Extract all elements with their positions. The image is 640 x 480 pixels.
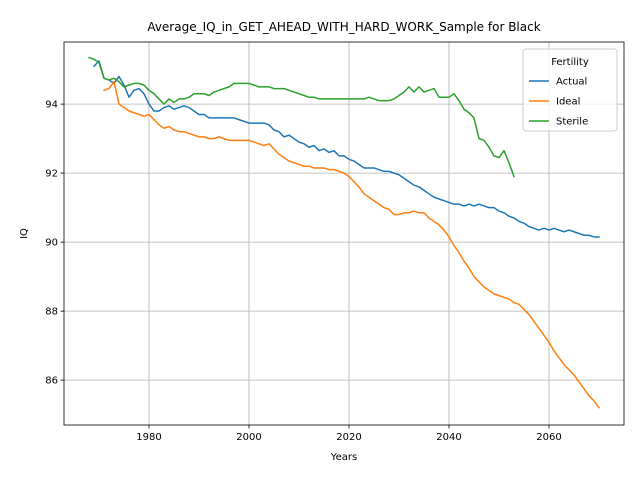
plot-frame — [63, 41, 625, 426]
x-axis: 1980 2000 2020 2040 2060 — [136, 425, 562, 443]
x-tick-label: 2040 — [436, 432, 461, 443]
x-axis-label: Years — [330, 452, 357, 463]
legend-label-ideal: Ideal — [556, 97, 580, 108]
x-tick-label: 2060 — [536, 432, 561, 443]
y-tick-label: 92 — [45, 169, 58, 180]
y-axis: 86 88 90 92 94 — [45, 100, 64, 387]
series-line-sterile — [88, 56, 515, 178]
y-axis-label: IQ — [19, 228, 30, 239]
y-tick-label: 88 — [45, 307, 58, 318]
legend-label-sterile: Sterile — [556, 117, 588, 128]
x-tick-label: 2020 — [336, 432, 361, 443]
legend: Fertility Actual Ideal Sterile — [522, 48, 618, 132]
series-line-actual — [92, 60, 600, 238]
legend-title: Fertility — [551, 57, 589, 68]
series-layer — [88, 56, 601, 409]
series-line-ideal — [103, 80, 601, 409]
y-tick-label: 86 — [45, 376, 58, 387]
legend-label-actual: Actual — [556, 77, 587, 88]
legend-box — [522, 48, 618, 132]
x-tick-label: 2000 — [236, 432, 261, 443]
y-tick-label: 90 — [45, 238, 58, 249]
legend-entries: Actual Ideal Sterile — [529, 77, 588, 128]
y-tick-label: 94 — [45, 100, 58, 111]
x-tick-label: 1980 — [136, 432, 161, 443]
chart-title: Average_IQ_in_GET_AHEAD_WITH_HARD_WORK_S… — [147, 20, 540, 34]
